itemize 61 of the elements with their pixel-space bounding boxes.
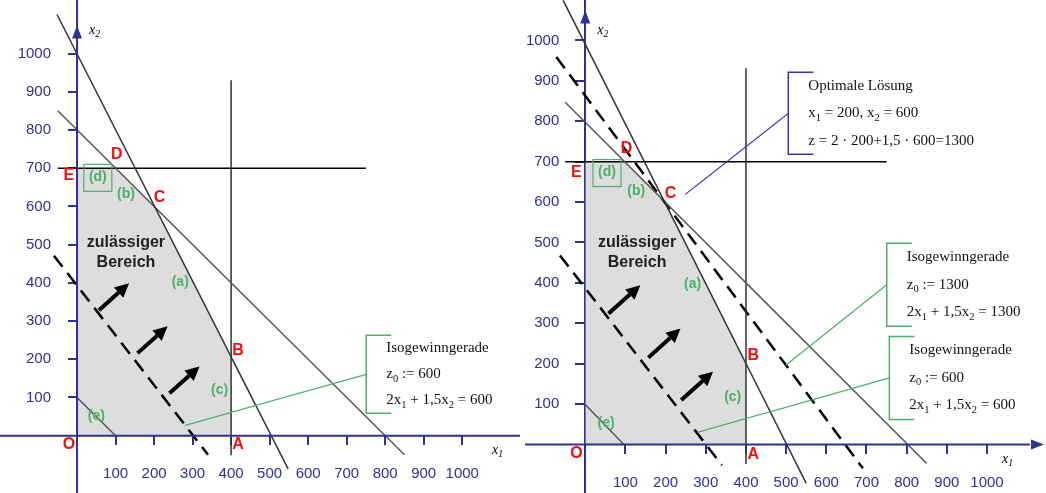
y-tick-label: 600 [26, 196, 52, 214]
y-tick-label: 600 [534, 192, 560, 210]
y-tick-label: 800 [26, 120, 52, 138]
annotation: zulässiger Bereich [86, 233, 166, 271]
y-tick-label: 400 [26, 272, 52, 290]
y-tick-label: 100 [534, 394, 560, 412]
annotation: C [153, 188, 166, 206]
x-tick-label: 400 [218, 463, 244, 481]
x-tick-label: 200 [141, 463, 167, 481]
y-tick-label: 200 [534, 353, 560, 371]
x-tick-label: 1000 [445, 463, 479, 481]
annotation: (c) [211, 381, 229, 398]
y-tick-label: 100 [26, 387, 52, 405]
x-tick-label: 100 [103, 463, 129, 481]
annotation: (a) [171, 272, 189, 289]
x-tick-label: 900 [411, 463, 437, 481]
y-tick-label: 1000 [525, 30, 560, 48]
x-tick-label: 500 [257, 463, 283, 481]
x-tick-label: 400 [733, 472, 759, 490]
x-tick-label: 800 [894, 472, 920, 490]
x-tick-label: 300 [693, 472, 719, 490]
y-tick-label: 500 [534, 232, 560, 250]
x-tick-label: 800 [372, 463, 398, 481]
y-tick-label: 700 [26, 158, 52, 176]
x-tick-label: 700 [334, 463, 360, 481]
annotation: B [232, 340, 244, 358]
y-tick-label: 700 [534, 151, 560, 169]
x-tick-label: 200 [653, 472, 679, 490]
x-tick-label: 500 [773, 472, 799, 490]
annotation: (b) [627, 182, 646, 198]
x-tick-label: 600 [295, 463, 321, 481]
annotation: zulässiger Bereich [597, 232, 677, 270]
y-tick-label: 500 [26, 234, 52, 252]
x-tick-label: 700 [853, 472, 879, 490]
annotation: O [570, 443, 583, 461]
y-tick-label: 900 [26, 81, 52, 99]
annotation: B [747, 345, 759, 363]
annotation: (c) [724, 388, 742, 405]
annotation: (a) [683, 274, 702, 291]
y-tick-label: 300 [534, 313, 560, 331]
annotation: (d) [598, 163, 616, 180]
annotation: (b) [117, 184, 135, 201]
y-tick-label: 900 [534, 70, 560, 88]
x-tick-label: 600 [813, 472, 839, 490]
annotation: A [232, 435, 245, 453]
y-tick-label: 800 [534, 111, 560, 129]
annotation: O [62, 435, 76, 453]
annotation: E [571, 162, 583, 180]
x-tick-label: 1000 [970, 472, 1004, 490]
y-tick-label: 300 [26, 311, 52, 329]
x-tick-label: 300 [180, 463, 206, 481]
annotation: D [110, 145, 123, 163]
annotation: A [747, 444, 760, 462]
annotation: C [664, 183, 677, 201]
y-tick-label: 400 [534, 273, 560, 291]
annotation: (d) [88, 168, 107, 185]
annotation: E [63, 166, 75, 184]
y-tick-label: 200 [26, 349, 52, 367]
x-tick-label: 900 [934, 472, 960, 490]
y-tick-label: 1000 [17, 43, 52, 61]
x-tick-label: 100 [612, 472, 638, 490]
